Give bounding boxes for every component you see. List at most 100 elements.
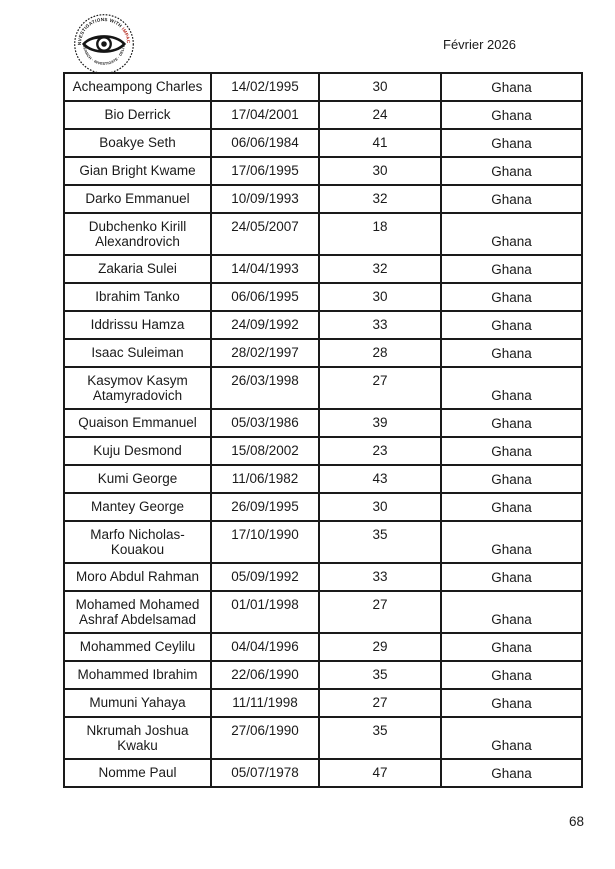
age-cell: 33 — [318, 562, 442, 592]
name-cell: Dubchenko Kirill Alexandrovich — [63, 212, 212, 256]
eye-iris — [96, 36, 112, 52]
name-cell: Kumi George — [63, 464, 212, 494]
dob-cell: 04/04/1996 — [210, 632, 320, 662]
name-cell: Boakye Seth — [63, 128, 212, 158]
persons-table-body: Acheampong Charles 14/02/1995 30 Ghana B… — [63, 72, 583, 788]
table-row: Moro Abdul Rahman 05/09/1992 33 Ghana — [63, 562, 583, 592]
table-row: Quaison Emmanuel 05/03/1986 39 Ghana — [63, 408, 583, 438]
table-row: Iddrissu Hamza 24/09/1992 33 Ghana — [63, 310, 583, 340]
table-row: Mohammed Ibrahim 22/06/1990 35 Ghana — [63, 660, 583, 690]
country-cell: Ghana — [440, 366, 583, 410]
name-cell: Mohammed Ibrahim — [63, 660, 212, 690]
country-cell: Ghana — [440, 492, 583, 522]
name-cell: Mohammed Ceylilu — [63, 632, 212, 662]
dob-cell: 26/09/1995 — [210, 492, 320, 522]
table-row: Marfo Nicholas-Kouakou 17/10/1990 35 Gha… — [63, 520, 583, 564]
country-cell: Ghana — [440, 562, 583, 592]
dob-cell: 06/06/1995 — [210, 282, 320, 312]
country-cell: Ghana — [440, 758, 583, 788]
name-cell: Bio Derrick — [63, 100, 212, 130]
age-cell: 43 — [318, 464, 442, 494]
country-cell: Ghana — [440, 310, 583, 340]
age-cell: 35 — [318, 716, 442, 760]
table-row: Mantey George 26/09/1995 30 Ghana — [63, 492, 583, 522]
name-cell: Isaac Suleiman — [63, 338, 212, 368]
dob-cell: 24/05/2007 — [210, 212, 320, 256]
dob-cell: 05/03/1986 — [210, 408, 320, 438]
dob-cell: 24/09/1992 — [210, 310, 320, 340]
page-number: 68 — [569, 814, 585, 829]
dob-cell: 11/11/1998 — [210, 688, 320, 718]
dob-cell: 17/06/1995 — [210, 156, 320, 186]
dob-cell: 01/01/1998 — [210, 590, 320, 634]
age-cell: 24 — [318, 100, 442, 130]
persons-table: Acheampong Charles 14/02/1995 30 Ghana B… — [63, 72, 583, 788]
country-cell: Ghana — [440, 100, 583, 130]
name-cell: Moro Abdul Rahman — [63, 562, 212, 592]
name-cell: Acheampong Charles — [63, 72, 212, 102]
eye-pupil — [101, 41, 107, 47]
age-cell: 32 — [318, 254, 442, 284]
dob-cell: 14/04/1993 — [210, 254, 320, 284]
dob-cell: 27/06/1990 — [210, 716, 320, 760]
table-row: Kuju Desmond 15/08/2002 23 Ghana — [63, 436, 583, 466]
country-cell: Ghana — [440, 408, 583, 438]
name-cell: Mumuni Yahaya — [63, 688, 212, 718]
age-cell: 27 — [318, 590, 442, 634]
table-row: Mumuni Yahaya 11/11/1998 27 Ghana — [63, 688, 583, 718]
age-cell: 35 — [318, 660, 442, 690]
dob-cell: 26/03/1998 — [210, 366, 320, 410]
age-cell: 18 — [318, 212, 442, 256]
name-cell: Zakaria Sulei — [63, 254, 212, 284]
country-cell: Ghana — [440, 436, 583, 466]
country-cell: Ghana — [440, 688, 583, 718]
country-cell: Ghana — [440, 128, 583, 158]
table-row: Bio Derrick 17/04/2001 24 Ghana — [63, 100, 583, 130]
age-cell: 30 — [318, 492, 442, 522]
age-cell: 35 — [318, 520, 442, 564]
name-cell: Quaison Emmanuel — [63, 408, 212, 438]
country-cell: Ghana — [440, 660, 583, 690]
country-cell: Ghana — [440, 254, 583, 284]
table-row: Isaac Suleiman 28/02/1997 28 Ghana — [63, 338, 583, 368]
investigations-logo: INVESTIGATIONS WITH IMPACT RESEARCH · IN… — [73, 13, 135, 75]
name-cell: Darko Emmanuel — [63, 184, 212, 214]
age-cell: 30 — [318, 72, 442, 102]
name-cell: Mohamed Mohamed Ashraf Abdelsamad — [63, 590, 212, 634]
dob-cell: 06/06/1984 — [210, 128, 320, 158]
dob-cell: 28/02/1997 — [210, 338, 320, 368]
table-row: Mohammed Ceylilu 04/04/1996 29 Ghana — [63, 632, 583, 662]
country-cell: Ghana — [440, 282, 583, 312]
eye-seal-icon: INVESTIGATIONS WITH IMPACT RESEARCH · IN… — [73, 13, 134, 74]
country-cell: Ghana — [440, 520, 583, 564]
dob-cell: 22/06/1990 — [210, 660, 320, 690]
country-cell: Ghana — [440, 590, 583, 634]
country-cell: Ghana — [440, 464, 583, 494]
header-date: Février 2026 — [443, 37, 516, 52]
country-cell: Ghana — [440, 212, 583, 256]
table-row: Mohamed Mohamed Ashraf Abdelsamad 01/01/… — [63, 590, 583, 634]
dob-cell: 05/07/1978 — [210, 758, 320, 788]
country-cell: Ghana — [440, 72, 583, 102]
dob-cell: 05/09/1992 — [210, 562, 320, 592]
age-cell: 27 — [318, 366, 442, 410]
name-cell: Iddrissu Hamza — [63, 310, 212, 340]
age-cell: 27 — [318, 688, 442, 718]
table-row: Ibrahim Tanko 06/06/1995 30 Ghana — [63, 282, 583, 312]
age-cell: 47 — [318, 758, 442, 788]
name-cell: Marfo Nicholas-Kouakou — [63, 520, 212, 564]
age-cell: 28 — [318, 338, 442, 368]
country-cell: Ghana — [440, 716, 583, 760]
age-cell: 30 — [318, 282, 442, 312]
name-cell: Ibrahim Tanko — [63, 282, 212, 312]
dob-cell: 17/10/1990 — [210, 520, 320, 564]
country-cell: Ghana — [440, 156, 583, 186]
table-row: Boakye Seth 06/06/1984 41 Ghana — [63, 128, 583, 158]
age-cell: 33 — [318, 310, 442, 340]
dob-cell: 15/08/2002 — [210, 436, 320, 466]
name-cell: Kuju Desmond — [63, 436, 212, 466]
country-cell: Ghana — [440, 184, 583, 214]
eye-lid-line — [83, 37, 105, 45]
table-row: Nkrumah Joshua Kwaku 27/06/1990 35 Ghana — [63, 716, 583, 760]
